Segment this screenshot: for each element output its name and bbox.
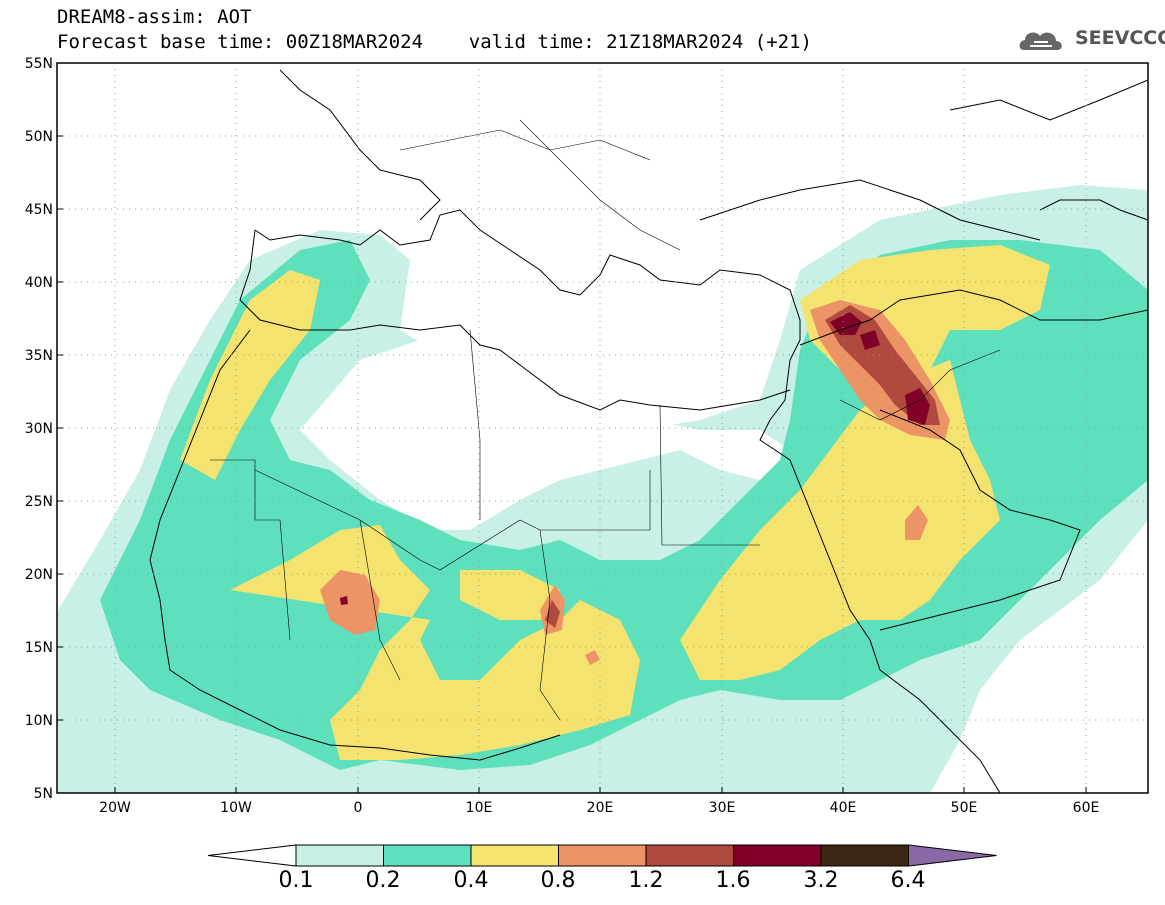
lat-label: 30N [25, 421, 53, 437]
colorbar-label: 1.6 [715, 868, 751, 893]
aot-level-0.8 [320, 570, 380, 635]
colorbar-label: 3.2 [803, 868, 839, 893]
colorbar-label: 0.8 [540, 868, 576, 893]
lat-label: 10N [25, 713, 53, 729]
colorbar-swatch [820, 844, 909, 867]
aot-contours [57, 185, 1148, 793]
colorbar-swatch [295, 844, 384, 867]
longitude-labels: 20W 10W 0 10E 20E 30E 40E 50E 60E [99, 800, 1099, 816]
aot-level-0.4 [180, 270, 320, 480]
lat-label: 20N [25, 567, 53, 583]
map-title: DREAM8-assim: AOT [57, 6, 252, 28]
lon-label: 20W [99, 800, 131, 816]
lon-label: 40E [830, 800, 857, 816]
lon-label: 30E [709, 800, 736, 816]
logo-text: SEEVCCC [1075, 27, 1165, 49]
lat-label: 15N [25, 640, 53, 656]
lat-label: 55N [25, 56, 53, 72]
colorbar-swatch [470, 844, 559, 867]
colorbar-label: 6.4 [890, 868, 926, 893]
aot-level-1.6 [830, 312, 862, 335]
lon-label: 0 [354, 800, 363, 816]
colorbar-swatch [558, 844, 647, 867]
lon-label: 10E [466, 800, 493, 816]
colorbar-under-arrow [207, 844, 297, 867]
latitude-labels: 55N 50N 45N 40N 35N 30N 25N 20N 15N 10N … [25, 56, 53, 802]
lat-label: 35N [25, 348, 53, 364]
colorbar-swatch [645, 844, 734, 867]
forecast-time-subtitle: Forecast base time: 00Z18MAR2024 valid t… [57, 31, 812, 53]
colorbar-label: 0.1 [278, 868, 314, 893]
lat-label: 50N [25, 129, 53, 145]
colorbar-label: 0.2 [365, 868, 401, 893]
lat-label: 45N [25, 202, 53, 218]
colorbar-label: 0.4 [453, 868, 489, 893]
lat-label: 5N [34, 786, 53, 802]
cloud-logo-icon [1019, 32, 1062, 50]
lon-label: 10W [220, 800, 252, 816]
coastlines [149, 69, 1148, 793]
borders [210, 119, 1001, 721]
lon-label: 50E [951, 800, 978, 816]
colorbar-swatch [733, 844, 822, 867]
colorbar-swatch [383, 844, 472, 867]
lat-label: 40N [25, 275, 53, 291]
lon-label: 20E [587, 800, 614, 816]
colorbar [207, 844, 997, 867]
colorbar-over-arrow [908, 844, 997, 867]
tick-marks [57, 62, 1087, 794]
lon-label: 60E [1073, 800, 1100, 816]
colorbar-label: 1.2 [628, 868, 664, 893]
lat-label: 25N [25, 494, 53, 510]
